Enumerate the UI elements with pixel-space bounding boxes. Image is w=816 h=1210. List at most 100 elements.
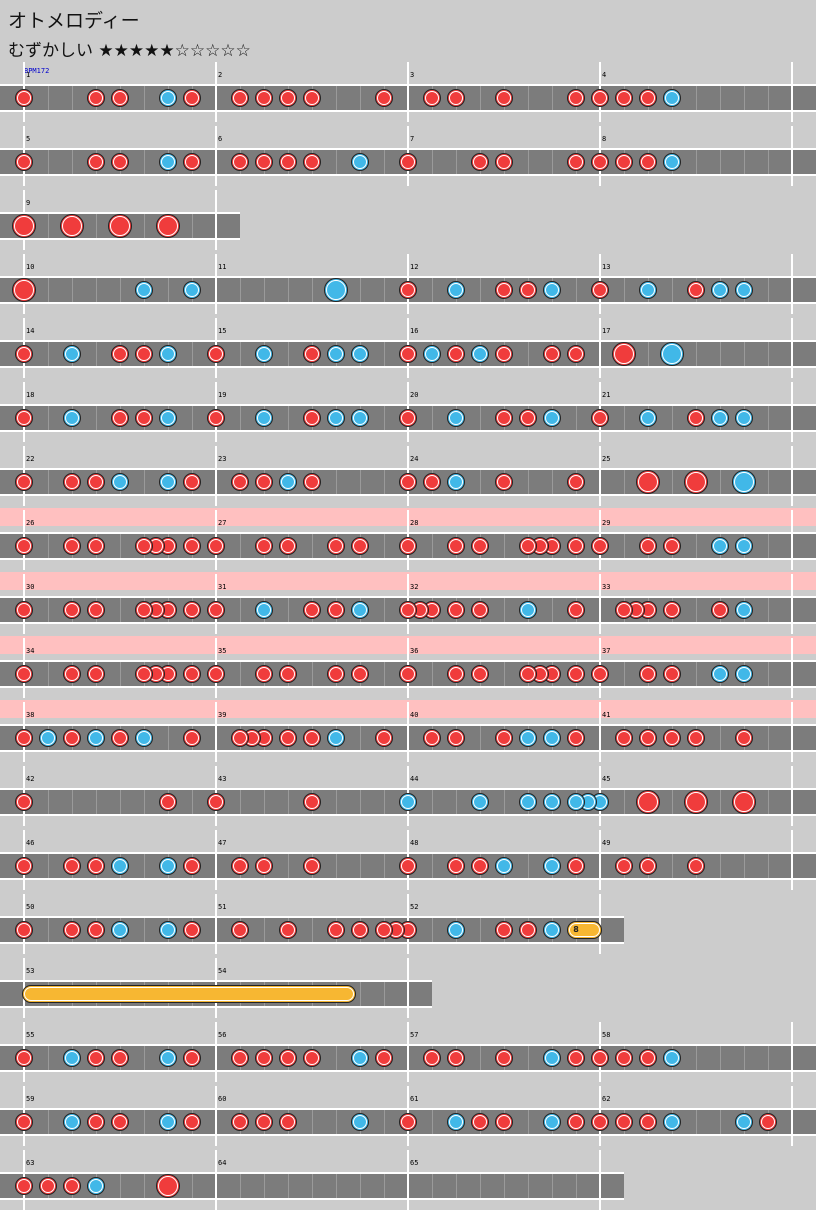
don-note bbox=[399, 857, 417, 875]
don-note bbox=[687, 729, 705, 747]
don-note bbox=[447, 729, 465, 747]
don-note bbox=[303, 601, 321, 619]
beat-line bbox=[312, 278, 313, 302]
don-note bbox=[15, 1113, 33, 1131]
don-note bbox=[375, 1049, 393, 1067]
ka-note bbox=[471, 793, 489, 811]
measure-number: 59 bbox=[26, 1095, 35, 1103]
don-note bbox=[87, 153, 105, 171]
beat-line bbox=[384, 342, 385, 366]
ka-note bbox=[711, 665, 729, 683]
don-note bbox=[15, 153, 33, 171]
beat-line bbox=[240, 598, 241, 622]
beat-line bbox=[768, 406, 769, 430]
beat-line bbox=[720, 470, 721, 494]
don-note bbox=[255, 89, 273, 107]
ka-note bbox=[447, 409, 465, 427]
don-note bbox=[255, 857, 273, 875]
measure-number: 7 bbox=[410, 135, 415, 143]
don-note bbox=[639, 729, 657, 747]
beat-line bbox=[264, 278, 265, 302]
bar-line bbox=[215, 1022, 217, 1082]
beat-line bbox=[672, 854, 673, 878]
don-note bbox=[639, 153, 657, 171]
drumroll-note bbox=[22, 985, 356, 1003]
bar-line bbox=[599, 446, 601, 506]
beat-line bbox=[144, 790, 145, 814]
measure-number: 2 bbox=[218, 71, 223, 79]
ka-note bbox=[519, 729, 537, 747]
don-note bbox=[519, 281, 537, 299]
bar-line bbox=[599, 574, 601, 634]
don-note bbox=[423, 1049, 441, 1067]
beat-line bbox=[696, 662, 697, 686]
beat-line bbox=[240, 534, 241, 558]
don-note bbox=[231, 921, 249, 939]
ka-note bbox=[663, 153, 681, 171]
beat-line bbox=[120, 790, 121, 814]
don-note bbox=[15, 729, 33, 747]
measure-number: 61 bbox=[410, 1095, 419, 1103]
don-note bbox=[375, 89, 393, 107]
don-note bbox=[399, 601, 417, 619]
don-note bbox=[15, 409, 33, 427]
don-note bbox=[447, 857, 465, 875]
don-note bbox=[111, 89, 129, 107]
bar-line bbox=[791, 702, 793, 762]
don-note bbox=[15, 345, 33, 363]
don-note bbox=[183, 665, 201, 683]
beat-line bbox=[360, 278, 361, 302]
bar-line bbox=[791, 574, 793, 634]
ka-note bbox=[351, 1113, 369, 1131]
bar-line bbox=[599, 1150, 601, 1210]
beat-line bbox=[624, 662, 625, 686]
ka-note bbox=[447, 1113, 465, 1131]
don-note bbox=[87, 601, 105, 619]
beat-line bbox=[48, 790, 49, 814]
measure-number: 1 bbox=[26, 71, 31, 79]
don-note bbox=[399, 665, 417, 683]
don-note bbox=[519, 921, 537, 939]
measure-number: 38 bbox=[26, 711, 35, 719]
don-note bbox=[615, 89, 633, 107]
beat-line bbox=[768, 534, 769, 558]
measure-number: 4 bbox=[602, 71, 607, 79]
don-note bbox=[231, 473, 249, 491]
beat-line bbox=[480, 1174, 481, 1198]
beat-line bbox=[120, 598, 121, 622]
beat-line bbox=[432, 790, 433, 814]
beat-line bbox=[480, 726, 481, 750]
don-note bbox=[567, 1113, 585, 1131]
beat-line bbox=[360, 790, 361, 814]
beat-line bbox=[384, 1174, 385, 1198]
beat-line bbox=[360, 470, 361, 494]
beat-line bbox=[768, 726, 769, 750]
ka-note bbox=[543, 921, 561, 939]
measure-number: 44 bbox=[410, 775, 419, 783]
don-note bbox=[519, 537, 537, 555]
measure-number: 45 bbox=[602, 775, 611, 783]
don-note bbox=[591, 1049, 609, 1067]
beat-line bbox=[360, 982, 361, 1006]
measure-number: 47 bbox=[218, 839, 227, 847]
don-note bbox=[15, 1177, 33, 1195]
measure-number: 24 bbox=[410, 455, 419, 463]
beat-line bbox=[48, 278, 49, 302]
don-note bbox=[471, 153, 489, 171]
beat-line bbox=[48, 86, 49, 110]
don-note bbox=[63, 857, 81, 875]
don-note bbox=[63, 729, 81, 747]
beat-line bbox=[192, 214, 193, 238]
beat-line bbox=[312, 1110, 313, 1134]
beat-line bbox=[528, 470, 529, 494]
don-note bbox=[255, 1049, 273, 1067]
don-note bbox=[183, 601, 201, 619]
don-note bbox=[159, 793, 177, 811]
beat-line bbox=[456, 1174, 457, 1198]
beat-line bbox=[672, 790, 673, 814]
beat-line bbox=[648, 342, 649, 366]
beat-line bbox=[384, 278, 385, 302]
ka-note bbox=[135, 281, 153, 299]
don-note bbox=[207, 793, 225, 811]
measure-number: 33 bbox=[602, 583, 611, 591]
